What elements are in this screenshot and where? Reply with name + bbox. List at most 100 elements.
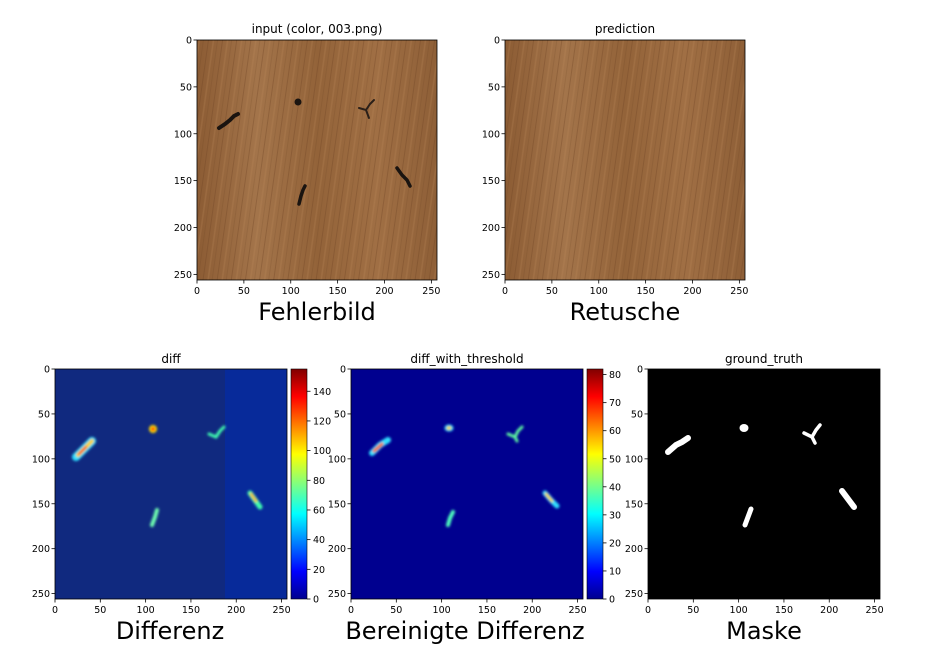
diff-ytick-label: 0 <box>44 365 50 376</box>
diff-threshold-xtick-label: 0 <box>348 605 354 616</box>
defect-scratch-1 <box>217 112 240 130</box>
diff-colorbar-tick-label: 140 <box>313 387 331 398</box>
diff-threshold-ytick-label: 150 <box>328 499 346 510</box>
input-ytick-label: 50 <box>180 82 192 93</box>
prediction-title: prediction <box>594 22 656 36</box>
diff-xtick-label: 50 <box>94 605 106 616</box>
diff-threshold-colorbar-tick-label: 0 <box>609 595 615 606</box>
input-xtick-label: 100 <box>282 286 300 297</box>
ground-truth-frame <box>647 368 881 600</box>
prediction-xtick-label: 200 <box>683 286 701 297</box>
diff-xtick-label: 200 <box>227 605 245 616</box>
diff-ytick-label: 200 <box>32 544 50 555</box>
ground-truth-ytick-label: 200 <box>625 544 643 555</box>
diff-colorbar-tick-label: 40 <box>313 535 325 546</box>
diff-title: diff <box>161 352 181 366</box>
prediction-ytick-label: 150 <box>482 176 500 187</box>
diff-threshold-colorbar-tick-label: 30 <box>609 510 621 521</box>
diff-ytick-label: 150 <box>32 499 50 510</box>
diff-xtick-label: 100 <box>137 605 155 616</box>
diff-threshold-colorbar-tick-label: 50 <box>609 454 621 465</box>
prediction-ytick-label: 200 <box>482 223 500 234</box>
diff-colorbar <box>290 368 308 600</box>
ground-truth-ytick-label: 250 <box>625 589 643 600</box>
diff-caption: Differenz <box>115 617 225 645</box>
diff-threshold-ytick-label: 200 <box>328 544 346 555</box>
diff-ytick-label: 100 <box>32 454 50 465</box>
prediction-xtick-label: 100 <box>590 286 608 297</box>
diff-threshold-ytick-label: 50 <box>334 409 346 420</box>
input-ytick-label: 150 <box>174 176 192 187</box>
diff-threshold-caption: Bereinigte Differenz <box>345 617 585 645</box>
input-image <box>197 40 437 280</box>
diff-threshold-ytick-label: 0 <box>340 365 346 376</box>
diff-frame <box>54 368 288 600</box>
diff-threshold-xtick-label: 150 <box>478 605 496 616</box>
input-title: input (color, 003.png) <box>251 22 383 36</box>
diff-threshold-ytick-label: 250 <box>328 589 346 600</box>
input-xtick-label: 250 <box>422 286 440 297</box>
prediction-image <box>505 40 745 280</box>
prediction-xtick-label: 0 <box>502 286 508 297</box>
prediction-ytick-label: 50 <box>488 82 500 93</box>
diff-xtick-label: 250 <box>272 605 290 616</box>
diff-colorbar-tick-label: 100 <box>313 446 331 457</box>
ground-truth-caption: Maske <box>726 617 802 645</box>
mask-region-1 <box>665 435 691 455</box>
diff-threshold-colorbar-tick-label: 60 <box>609 426 621 437</box>
ground-truth-xtick-label: 200 <box>820 605 838 616</box>
diff-threshold-colorbar <box>586 368 604 600</box>
diff-threshold-image <box>351 369 583 599</box>
diff-threshold-frame <box>350 368 584 600</box>
diff-threshold-xtick-label: 250 <box>568 605 586 616</box>
diff-threshold-colorbar-tick-label: 70 <box>609 398 621 409</box>
diff-ytick-label: 250 <box>32 589 50 600</box>
diff-colorbar-tick-label: 20 <box>313 565 325 576</box>
input-ytick-label: 0 <box>186 36 192 47</box>
input-ytick-label: 100 <box>174 129 192 140</box>
diff-threshold-colorbar-tick-label: 40 <box>609 482 621 493</box>
prediction-ytick-label: 250 <box>482 270 500 281</box>
input-xtick-label: 200 <box>375 286 393 297</box>
ground-truth-ytick-label: 100 <box>625 454 643 465</box>
diff-xtick-label: 150 <box>182 605 200 616</box>
mask-region-4 <box>839 488 857 510</box>
diff-threshold-xtick-label: 50 <box>390 605 402 616</box>
defect-scratch-5 <box>297 184 307 206</box>
ground-truth-ytick-label: 50 <box>631 409 643 420</box>
mask-region-3 <box>802 423 822 445</box>
diff-threshold-colorbar-tick-label: 20 <box>609 538 621 549</box>
input-ytick-label: 250 <box>174 270 192 281</box>
defect-spot-2 <box>294 98 302 106</box>
diff-colorbar-tick-label: 80 <box>313 476 325 487</box>
defect-scratch-4 <box>395 166 412 188</box>
input-ytick-label: 200 <box>174 223 192 234</box>
prediction-ytick-label: 100 <box>482 129 500 140</box>
diff-threshold-title: diff_with_threshold <box>410 352 524 366</box>
mask-region-2 <box>739 424 749 432</box>
ground-truth-xtick-label: 100 <box>730 605 748 616</box>
prediction-xtick-label: 50 <box>546 286 558 297</box>
ground-truth-ytick-label: 150 <box>625 499 643 510</box>
input-caption: Fehlerbild <box>258 298 376 326</box>
diff-xtick-label: 0 <box>52 605 58 616</box>
input-frame <box>196 39 438 281</box>
prediction-xtick-label: 150 <box>637 286 655 297</box>
input-xtick-label: 150 <box>329 286 347 297</box>
diff-threshold-ytick-label: 100 <box>328 454 346 465</box>
prediction-caption: Retusche <box>569 298 681 326</box>
input-xtick-label: 50 <box>238 286 250 297</box>
diff-threshold-colorbar-tick-label: 80 <box>609 370 621 381</box>
prediction-xtick-label: 250 <box>730 286 748 297</box>
ground-truth-xtick-label: 150 <box>775 605 793 616</box>
diff-threshold-xtick-label: 100 <box>433 605 451 616</box>
diff-threshold-xtick-label: 200 <box>523 605 541 616</box>
ground-truth-title: ground_truth <box>724 352 803 366</box>
ground-truth-xtick-label: 250 <box>865 605 883 616</box>
ground-truth-xtick-label: 0 <box>645 605 651 616</box>
prediction-ytick-label: 0 <box>494 36 500 47</box>
diff-colorbar-tick-label: 60 <box>313 505 325 516</box>
ground-truth-xtick-label: 50 <box>687 605 699 616</box>
prediction-frame <box>504 39 746 281</box>
